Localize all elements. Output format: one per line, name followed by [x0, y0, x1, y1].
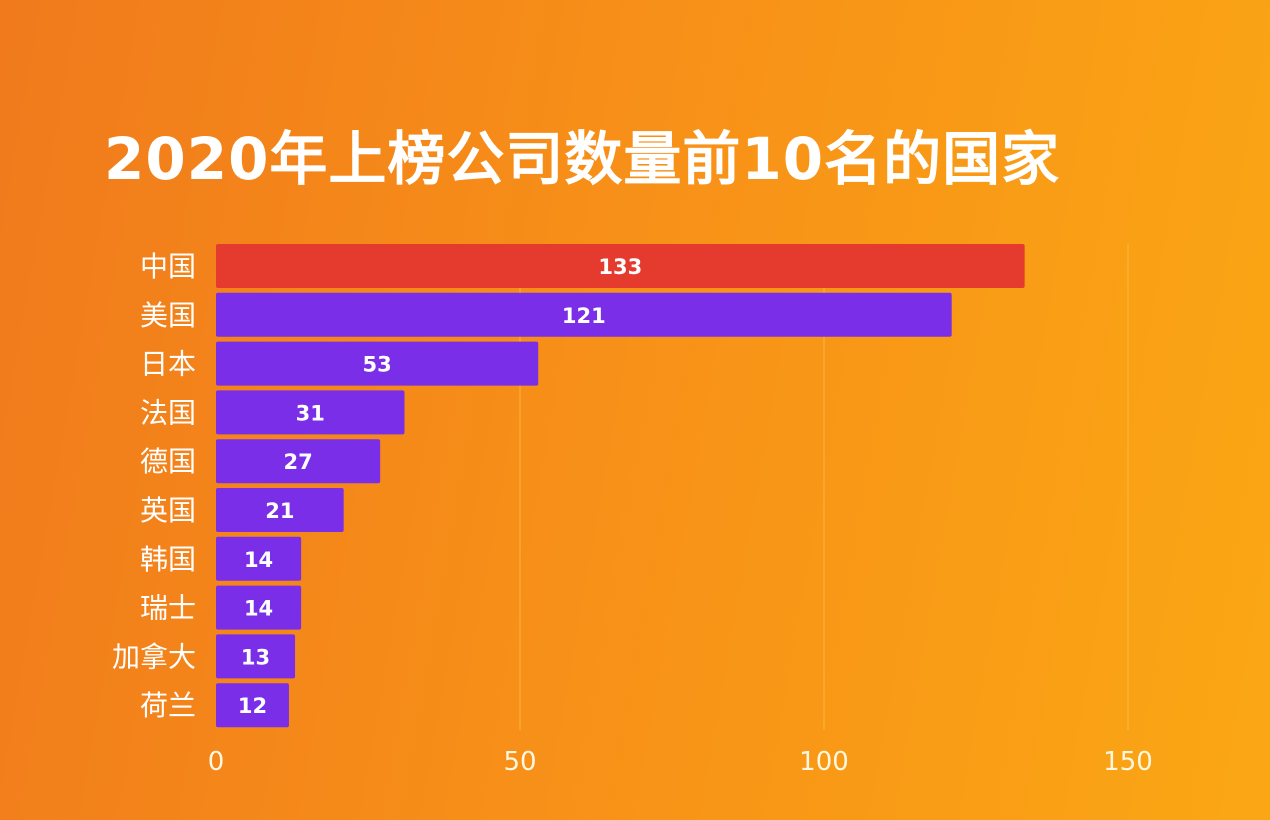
- x-tick-label: 0: [208, 747, 225, 777]
- category-label: 荷兰: [140, 689, 196, 722]
- category-label: 英国: [140, 494, 196, 527]
- bar: [216, 244, 1025, 288]
- data-label: 14: [244, 548, 273, 572]
- bar: [216, 536, 302, 581]
- bar: [216, 341, 539, 386]
- category-label: 加拿大: [112, 640, 196, 673]
- bar: [216, 439, 381, 484]
- data-label: 13: [241, 645, 270, 669]
- category-label: 韩国: [140, 543, 196, 576]
- data-label: 14: [244, 597, 273, 621]
- bar: [216, 634, 296, 679]
- x-tick-label: 100: [799, 747, 849, 777]
- x-tick-label: 150: [1103, 747, 1153, 777]
- bar: [216, 683, 289, 728]
- category-label: 中国: [140, 250, 196, 283]
- category-label: 德国: [140, 445, 196, 478]
- bar: [216, 292, 952, 337]
- data-label: 133: [598, 255, 642, 279]
- data-label: 53: [363, 353, 392, 377]
- bar: [216, 585, 302, 630]
- category-label: 美国: [140, 299, 196, 332]
- data-label: 21: [265, 499, 294, 523]
- category-label: 法国: [140, 396, 196, 429]
- bar: [216, 390, 405, 435]
- data-label: 31: [296, 401, 325, 425]
- data-label: 12: [238, 694, 267, 718]
- x-tick-label: 50: [503, 747, 536, 777]
- data-label: 27: [283, 450, 312, 474]
- data-label: 121: [562, 304, 606, 328]
- bar: [216, 488, 344, 532]
- chart-title: 2020年上榜公司数量前10名的国家: [104, 125, 1061, 193]
- category-label: 日本: [140, 348, 196, 381]
- category-label: 瑞士: [140, 592, 196, 625]
